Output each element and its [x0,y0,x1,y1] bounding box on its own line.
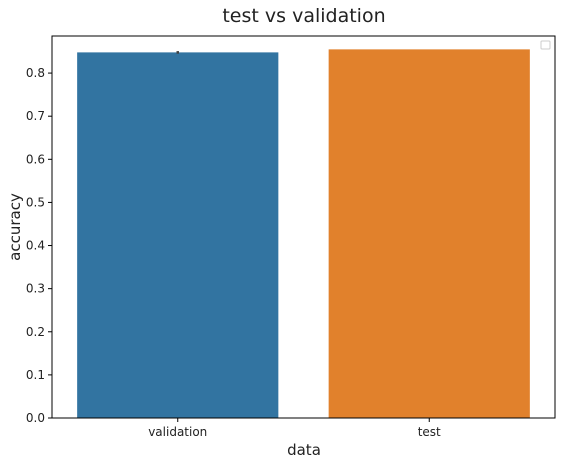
y-tick-label: 0.0 [26,411,45,425]
x-tick-label: test [418,425,441,439]
y-tick-label: 0.1 [26,368,45,382]
y-tick-label: 0.7 [26,109,45,123]
y-axis: 0.0 0.1 0.2 0.3 0.4 0.5 0.6 0.7 0.8 [26,66,52,425]
y-tick-label: 0.3 [26,282,45,296]
bars-group [77,49,530,418]
y-tick-label: 0.4 [26,239,45,253]
x-axis-label: data [287,441,321,459]
bar-validation [77,52,279,418]
y-tick-label: 0.8 [26,66,45,80]
x-tick-label: validation [148,425,207,439]
y-tick-label: 0.5 [26,195,45,209]
y-axis-label: accuracy [6,193,24,261]
y-tick-label: 0.2 [26,325,45,339]
legend-box [540,40,551,50]
y-tick-label: 0.6 [26,152,45,166]
chart-title: test vs validation [222,5,385,27]
plot-frame [51,35,556,419]
bar-test [328,49,530,418]
x-axis: validation test [148,418,441,439]
